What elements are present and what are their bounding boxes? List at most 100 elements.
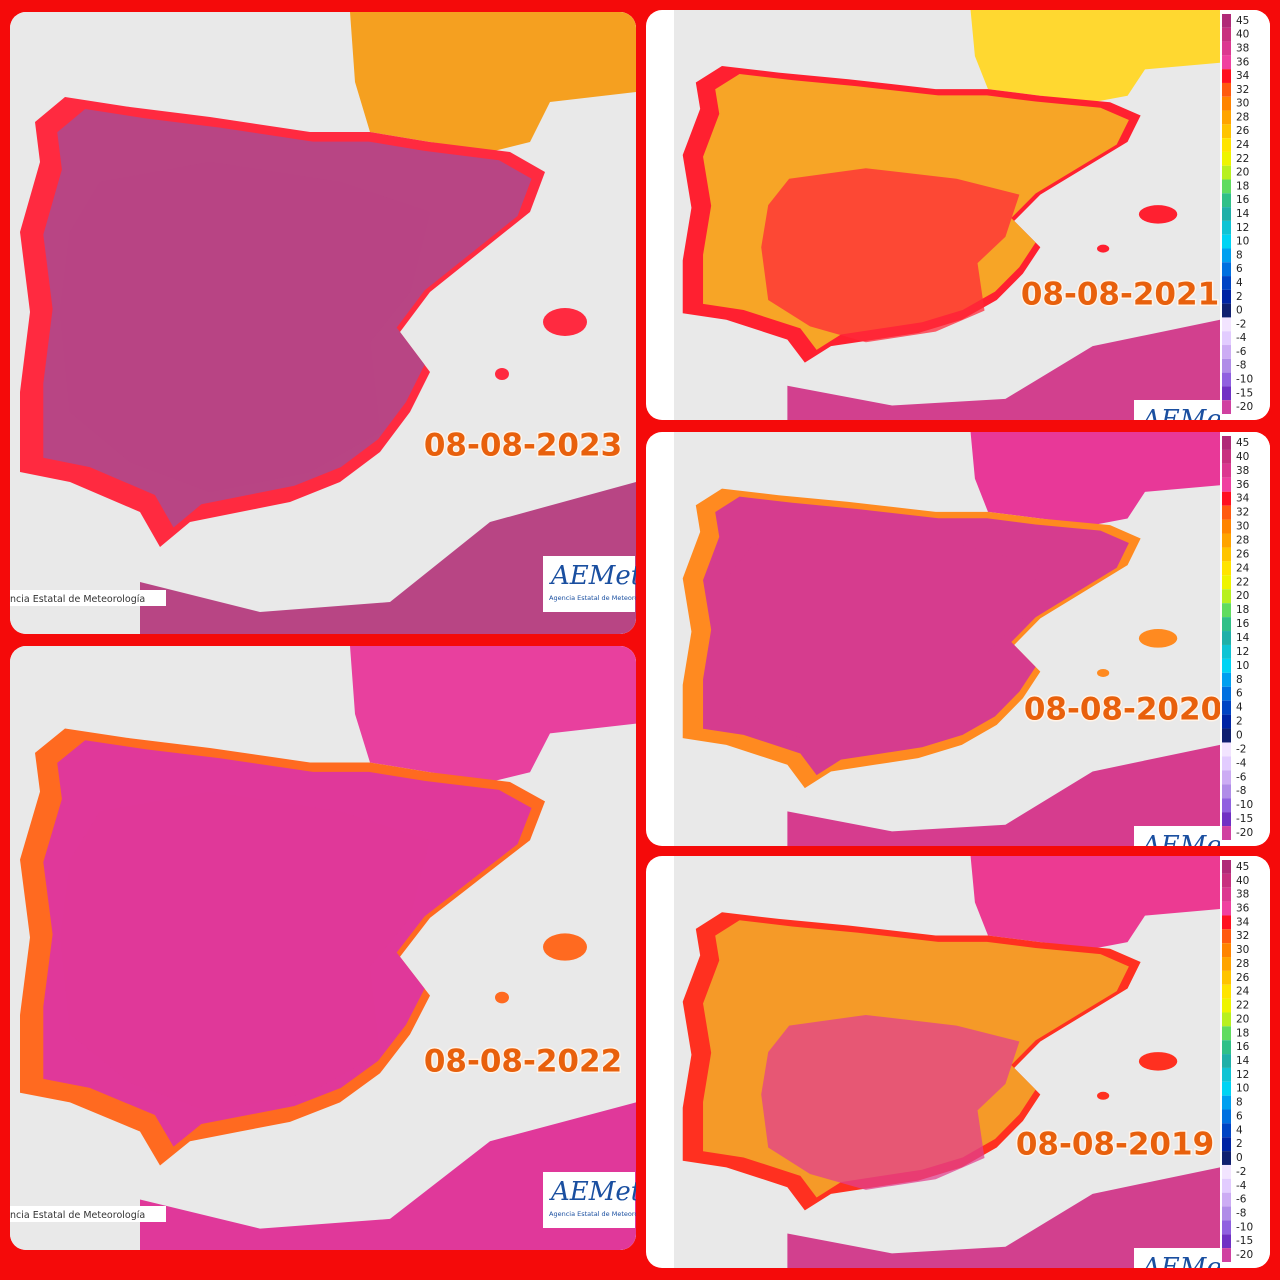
logo-caption: Agencia Estatal de Meteorología bbox=[549, 594, 636, 602]
legend-swatch bbox=[1222, 901, 1231, 916]
legend-swatch bbox=[1222, 658, 1231, 673]
legend-label: 45 bbox=[1236, 437, 1249, 449]
legend-label: 28 bbox=[1236, 111, 1249, 123]
legend-swatch bbox=[1222, 1248, 1231, 1262]
legend-label: -4 bbox=[1236, 1180, 1247, 1192]
footer-box bbox=[10, 1206, 166, 1222]
legend-swatch bbox=[1222, 860, 1231, 874]
date-label: 08-08-2020 bbox=[1024, 692, 1222, 728]
map: 08-08-2021AEMet4540383634323028262422201… bbox=[674, 10, 1270, 420]
legend-label: 4 bbox=[1236, 1124, 1243, 1136]
interior bbox=[60, 791, 430, 1113]
legend-label: 6 bbox=[1236, 1110, 1243, 1122]
legend-swatch bbox=[1222, 812, 1231, 827]
legend-swatch bbox=[1222, 331, 1231, 346]
legend-swatch bbox=[1222, 345, 1231, 359]
map-panel: 08-08-2023 AEMet Agencia Estatal de Meteor… bbox=[10, 12, 636, 634]
legend-label: 8 bbox=[1236, 249, 1243, 261]
legend-label: -2 bbox=[1236, 318, 1246, 330]
legend-swatch bbox=[1222, 124, 1231, 139]
legend-label: -6 bbox=[1236, 346, 1247, 358]
legend-swatch bbox=[1222, 505, 1231, 520]
legend-label: 38 bbox=[1236, 42, 1249, 54]
legend-label: 0 bbox=[1236, 305, 1243, 317]
legend-swatch bbox=[1222, 463, 1231, 478]
legend-swatch bbox=[1222, 770, 1231, 785]
legend-label: -6 bbox=[1236, 1194, 1247, 1206]
legend-swatch bbox=[1222, 491, 1231, 506]
logo: AEMet bbox=[1140, 831, 1233, 846]
map: 08-08-2019AEMet4540383634323028262422201… bbox=[674, 856, 1270, 1268]
legend-label: -15 bbox=[1236, 813, 1253, 825]
legend-label: 24 bbox=[1236, 139, 1250, 151]
legend-swatch bbox=[1222, 289, 1231, 304]
legend-label: 30 bbox=[1236, 944, 1249, 956]
legend-label: 36 bbox=[1236, 479, 1250, 491]
legend-swatch bbox=[1222, 957, 1231, 971]
legend-label: -4 bbox=[1236, 757, 1247, 769]
legend-swatch bbox=[1222, 449, 1231, 464]
legend-label: 12 bbox=[1236, 646, 1249, 658]
legend-swatch bbox=[1222, 220, 1231, 235]
legend-swatch bbox=[1222, 386, 1231, 401]
legend-swatch bbox=[1222, 603, 1231, 618]
legend-swatch bbox=[1222, 1067, 1231, 1082]
interior bbox=[761, 1014, 1020, 1190]
map-area bbox=[674, 432, 1220, 846]
legend-swatch bbox=[1222, 1109, 1231, 1124]
legend-swatch bbox=[1222, 644, 1231, 659]
logo-box bbox=[543, 556, 635, 612]
legend-label: 28 bbox=[1236, 534, 1249, 546]
logo-box bbox=[543, 1172, 635, 1228]
legend-label: 2 bbox=[1236, 716, 1243, 728]
legend-swatch bbox=[1222, 686, 1231, 701]
france bbox=[970, 432, 1220, 526]
legend-label: 14 bbox=[1236, 208, 1250, 220]
legend-label: 10 bbox=[1236, 236, 1249, 248]
legend-label: -6 bbox=[1236, 771, 1247, 783]
legend-label: 26 bbox=[1236, 548, 1250, 560]
legend-label: 38 bbox=[1236, 889, 1249, 901]
legend-label: 26 bbox=[1236, 972, 1250, 984]
logo: AEMet bbox=[1140, 1253, 1233, 1268]
interior bbox=[717, 531, 1041, 752]
legend-label: -10 bbox=[1236, 1221, 1253, 1233]
legend-label: 18 bbox=[1236, 1027, 1249, 1039]
legend-swatch bbox=[1222, 110, 1231, 125]
legend-swatch bbox=[1222, 519, 1231, 534]
legend-label: 2 bbox=[1236, 1138, 1243, 1150]
legend-swatch bbox=[1222, 27, 1231, 42]
footer: ncia Estatal de Meteorología bbox=[10, 594, 145, 605]
legend-swatch bbox=[1222, 234, 1231, 249]
logo-box bbox=[1134, 826, 1226, 846]
interior bbox=[761, 168, 1020, 343]
africa bbox=[787, 1167, 1220, 1268]
legend-swatch bbox=[1222, 276, 1231, 290]
legend-swatch bbox=[1222, 887, 1231, 902]
map-panel: 08-08-2019 AEMet 45 40 38 36 34 32 30 28 26 24 22 20 1… bbox=[646, 856, 1270, 1268]
legend-label: 36 bbox=[1236, 56, 1250, 68]
legend-label: -10 bbox=[1236, 374, 1253, 386]
legend-label: 16 bbox=[1236, 618, 1250, 630]
legend-swatch bbox=[1222, 1137, 1231, 1152]
legend-swatch bbox=[1222, 193, 1231, 208]
map-area bbox=[674, 856, 1220, 1268]
mallorca bbox=[543, 933, 587, 961]
legend-swatch bbox=[1222, 207, 1231, 221]
legend-label: 40 bbox=[1236, 875, 1249, 887]
legend-swatch bbox=[1222, 700, 1231, 715]
legend-swatch bbox=[1222, 179, 1231, 194]
legend-swatch bbox=[1222, 358, 1231, 373]
legend-label: 8 bbox=[1236, 674, 1243, 686]
africa bbox=[787, 744, 1220, 846]
legend-swatch bbox=[1222, 1206, 1231, 1221]
legend-swatch bbox=[1222, 400, 1231, 414]
map-panel: 08-08-2022 AEMet Agencia Estatal de Meteor… bbox=[10, 646, 636, 1250]
legend-swatch bbox=[1222, 631, 1231, 645]
legend-label: -2 bbox=[1236, 1166, 1246, 1178]
legend-label: 38 bbox=[1236, 465, 1249, 477]
legend-label: 22 bbox=[1236, 153, 1249, 165]
legend-swatch bbox=[1222, 317, 1231, 332]
legend-label: 26 bbox=[1236, 125, 1250, 137]
legend-label: 45 bbox=[1236, 861, 1249, 873]
